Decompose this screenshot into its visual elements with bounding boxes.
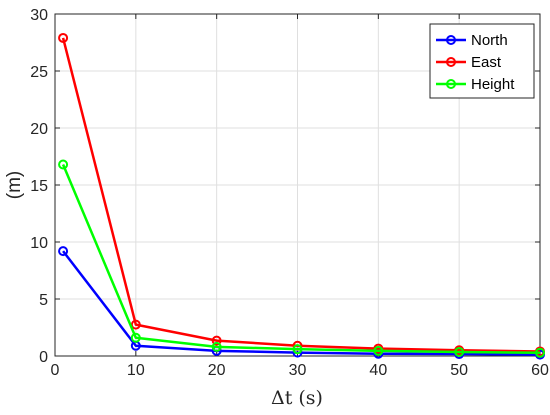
data-point-height bbox=[535, 347, 545, 358]
x-tick-label: 30 bbox=[289, 362, 307, 379]
x-tick-label: 40 bbox=[369, 362, 387, 379]
legend: North East Height bbox=[429, 23, 535, 99]
data-point-east bbox=[130, 319, 141, 330]
x-tick-label: 10 bbox=[127, 362, 145, 379]
data-series bbox=[58, 32, 545, 360]
x-tick-label: 0 bbox=[51, 362, 60, 379]
legend-label: East bbox=[471, 54, 502, 71]
y-tick-label: 0 bbox=[39, 349, 48, 366]
legend-marker bbox=[446, 79, 456, 89]
legend-label: Height bbox=[471, 76, 515, 93]
y-tick-label: 25 bbox=[30, 64, 48, 81]
x-tick-label: 50 bbox=[450, 362, 468, 379]
y-axis-title: (m) bbox=[4, 171, 25, 199]
legend-item-east: East bbox=[436, 54, 502, 71]
y-tick-label: 15 bbox=[30, 178, 48, 195]
y-tick-label: 10 bbox=[30, 235, 48, 252]
tick-labels: 0 10 20 30 40 50 60 0 5 10 15 20 25 30 bbox=[30, 7, 549, 379]
data-point-north bbox=[58, 246, 69, 257]
legend-marker bbox=[446, 35, 456, 45]
data-point-height bbox=[211, 341, 222, 352]
data-point-east bbox=[211, 335, 222, 346]
y-tick-label: 30 bbox=[30, 7, 48, 24]
legend-item-height: Height bbox=[436, 76, 515, 93]
legend-marker bbox=[446, 57, 456, 67]
legend-item-north: North bbox=[436, 32, 508, 49]
series-line-height bbox=[61, 163, 541, 355]
data-point-height bbox=[292, 344, 303, 355]
data-point-height bbox=[373, 345, 384, 356]
y-tick-label: 5 bbox=[39, 292, 48, 309]
y-tick-label: 20 bbox=[30, 121, 48, 138]
data-point-east bbox=[58, 32, 69, 43]
series-height bbox=[58, 159, 545, 358]
legend-label: North bbox=[471, 32, 508, 49]
x-tick-label: 60 bbox=[531, 362, 549, 379]
x-tick-label: 20 bbox=[208, 362, 226, 379]
x-axis-title: Δt (s) bbox=[271, 387, 323, 409]
data-point-height bbox=[130, 332, 141, 343]
data-point-height bbox=[58, 159, 69, 170]
data-point-height bbox=[454, 347, 465, 358]
